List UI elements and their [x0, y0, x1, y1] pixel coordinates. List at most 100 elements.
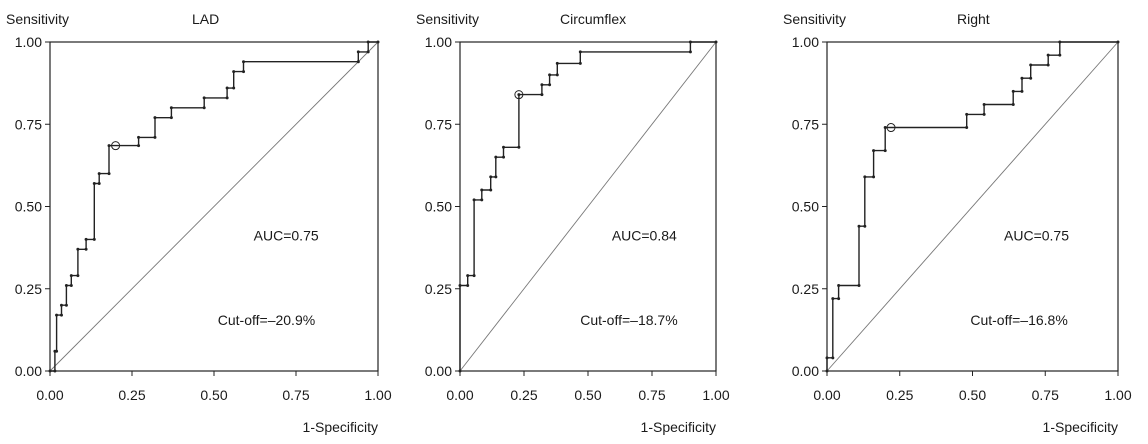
roc-point [965, 126, 969, 130]
y-axis-label: Sensitivity [416, 11, 479, 27]
y-tick-label: 0.00 [425, 363, 452, 379]
roc-point [97, 181, 101, 185]
roc-point [356, 50, 360, 54]
roc-point [466, 274, 470, 278]
roc-point [555, 73, 559, 77]
reference-diagonal-line [459, 41, 717, 372]
x-axis-label: 1-Specificity [641, 419, 716, 435]
roc-point [502, 145, 506, 149]
roc-point [863, 175, 867, 179]
x-tick-label: 0.50 [200, 387, 227, 403]
roc-point [169, 106, 173, 110]
roc-point [489, 175, 493, 179]
roc-point [202, 96, 206, 100]
roc-point [837, 283, 841, 287]
roc-point [1011, 89, 1015, 93]
roc-point [1116, 40, 1120, 44]
roc-point [857, 283, 861, 287]
roc-point [831, 297, 835, 301]
roc-point [458, 283, 462, 287]
roc-point [64, 303, 68, 307]
roc-point [494, 175, 498, 179]
x-tick-label: 0.00 [813, 387, 840, 403]
roc-point [55, 313, 59, 317]
roc-point [69, 274, 73, 278]
roc-point [883, 126, 887, 130]
x-tick-label: 0.25 [118, 387, 145, 403]
roc-point [59, 303, 63, 307]
roc-point [1058, 40, 1062, 44]
roc-point [472, 274, 476, 278]
y-tick-label: 1.00 [15, 34, 42, 50]
roc-point [92, 181, 96, 185]
y-tick-label: 0.25 [15, 281, 42, 297]
y-tick-label: 0.75 [15, 116, 42, 132]
x-tick-label: 1.00 [364, 387, 391, 403]
roc-point [555, 61, 559, 65]
roc-point [137, 144, 141, 148]
roc-point [92, 237, 96, 241]
roc-point [232, 86, 236, 90]
roc-point [225, 86, 229, 90]
x-tick-label: 0.50 [574, 387, 601, 403]
cutoff-label: Cut-off=–16.8% [970, 312, 1067, 328]
cutoff-label: Cut-off=–20.9% [218, 312, 315, 328]
roc-point [494, 155, 498, 159]
cutoff-point-marker [111, 141, 121, 151]
roc-point [517, 145, 521, 149]
roc-point [825, 369, 829, 373]
roc-point [107, 144, 111, 148]
roc-point [982, 112, 986, 116]
y-tick-label: 0.75 [425, 116, 452, 132]
cutoff-point-marker [514, 90, 524, 100]
auc-label: AUC=0.75 [254, 228, 319, 244]
roc-curve-line [50, 41, 378, 372]
roc-point [366, 50, 370, 54]
roc-point [480, 188, 484, 192]
x-tick-label: 0.00 [36, 387, 63, 403]
x-tick-label: 0.75 [638, 387, 665, 403]
roc-point [1020, 76, 1024, 80]
roc-point [825, 356, 829, 360]
roc-point [232, 70, 236, 74]
roc-point [97, 172, 101, 176]
roc-point [837, 297, 841, 301]
cutoff-point-marker [886, 123, 896, 133]
roc-point [872, 149, 876, 153]
y-tick-label: 0.50 [792, 199, 819, 215]
roc-point [1011, 103, 1015, 107]
roc-point [69, 283, 73, 287]
roc-point [76, 247, 80, 251]
roc-point [548, 83, 552, 87]
roc-point [1046, 53, 1050, 57]
x-tick-label: 0.50 [959, 387, 986, 403]
y-tick-label: 0.00 [15, 363, 42, 379]
roc-point [863, 224, 867, 228]
roc-point [242, 60, 246, 64]
roc-point [242, 70, 246, 74]
roc-point [53, 369, 57, 373]
roc-point [55, 349, 59, 353]
roc-point [578, 50, 582, 54]
chart-title: Right [957, 11, 990, 27]
x-tick-label: 0.25 [886, 387, 913, 403]
roc-point [84, 247, 88, 251]
y-tick-label: 0.25 [425, 281, 452, 297]
roc-point [540, 83, 544, 87]
roc-point [84, 237, 88, 241]
cutoff-label: Cut-off=–18.7% [580, 312, 677, 328]
x-tick-label: 1.00 [1104, 387, 1131, 403]
roc-point [202, 106, 206, 110]
roc-point [578, 61, 582, 65]
chart-title: LAD [192, 11, 219, 27]
roc-point [137, 135, 141, 139]
y-tick-label: 0.50 [15, 199, 42, 215]
x-axis-label: 1-Specificity [303, 419, 378, 435]
x-axis-label: 1-Specificity [1043, 419, 1118, 435]
auc-label: AUC=0.75 [1004, 228, 1069, 244]
auc-label: AUC=0.84 [612, 228, 677, 244]
x-tick-label: 0.25 [510, 387, 537, 403]
roc-point [548, 73, 552, 77]
